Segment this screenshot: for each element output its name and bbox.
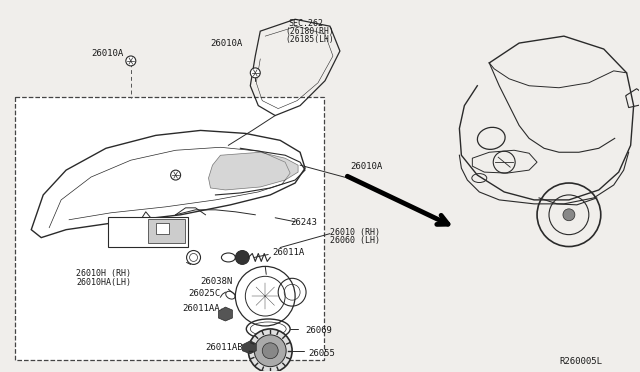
Text: NOT FOR SALE: NOT FOR SALE bbox=[113, 220, 168, 229]
FancyBboxPatch shape bbox=[15, 97, 324, 360]
Text: 26243: 26243 bbox=[290, 218, 317, 227]
Text: (26185(LH): (26185(LH) bbox=[285, 35, 334, 44]
Circle shape bbox=[250, 68, 260, 78]
FancyBboxPatch shape bbox=[148, 219, 184, 243]
Text: 26010 (RH): 26010 (RH) bbox=[330, 228, 380, 237]
Text: 26011AB: 26011AB bbox=[205, 343, 243, 352]
Text: R260005L: R260005L bbox=[559, 357, 602, 366]
Text: 26010H (RH): 26010H (RH) bbox=[76, 269, 131, 278]
Text: 26010A: 26010A bbox=[211, 39, 243, 48]
Text: 26038N: 26038N bbox=[200, 277, 233, 286]
Circle shape bbox=[262, 343, 278, 359]
Text: 26010A: 26010A bbox=[350, 162, 382, 171]
Text: 26011AA: 26011AA bbox=[182, 304, 220, 313]
FancyBboxPatch shape bbox=[156, 223, 169, 234]
Text: 26011A: 26011A bbox=[272, 247, 305, 257]
Text: 26069: 26069 bbox=[305, 326, 332, 335]
Circle shape bbox=[126, 56, 136, 66]
Polygon shape bbox=[218, 307, 232, 321]
Circle shape bbox=[236, 250, 250, 264]
Ellipse shape bbox=[221, 253, 236, 262]
Text: SEC.262: SEC.262 bbox=[288, 19, 323, 28]
Text: 26010HA(LH): 26010HA(LH) bbox=[76, 278, 131, 287]
Polygon shape bbox=[209, 152, 298, 190]
Text: 26025C: 26025C bbox=[189, 289, 221, 298]
Circle shape bbox=[171, 170, 180, 180]
Circle shape bbox=[248, 329, 292, 372]
Text: (26180(RH): (26180(RH) bbox=[285, 27, 334, 36]
Circle shape bbox=[254, 335, 286, 367]
Text: 26060 (LH): 26060 (LH) bbox=[330, 235, 380, 245]
Text: 26010A: 26010A bbox=[91, 49, 124, 58]
Text: 26055: 26055 bbox=[308, 349, 335, 358]
Polygon shape bbox=[243, 341, 256, 354]
Circle shape bbox=[563, 209, 575, 221]
FancyBboxPatch shape bbox=[108, 217, 188, 247]
